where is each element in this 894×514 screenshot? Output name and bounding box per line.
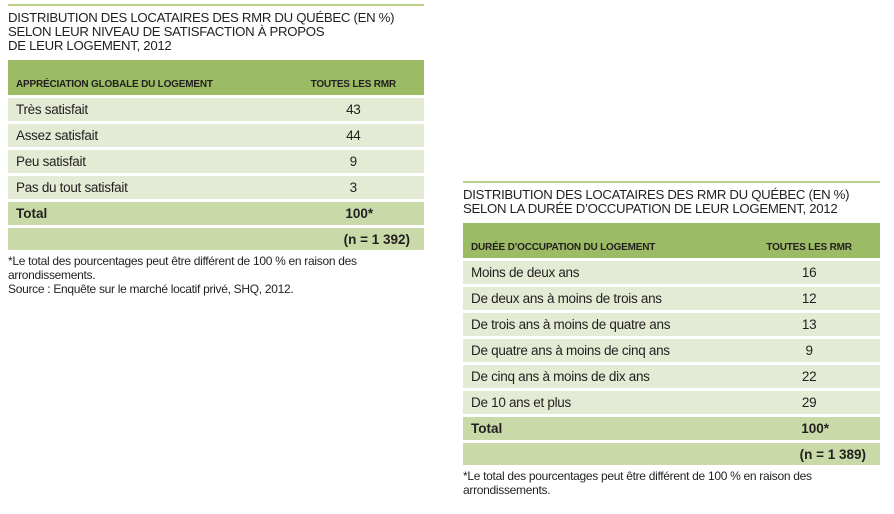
occupancy-table-block: Distribution des locataires des RMR du Q…: [463, 181, 880, 497]
column-header: TOUTES LES RMR: [738, 223, 880, 258]
row-label: Assez satisfait: [8, 121, 283, 147]
title-line: selon la durée d’occupation de leur loge…: [463, 201, 838, 216]
top-rule: [463, 181, 880, 183]
table-row: De 10 ans et plus 29: [463, 388, 880, 414]
row-value: 44: [282, 121, 424, 147]
satisfaction-table-block: Distribution des locataires des RMR du Q…: [8, 4, 424, 296]
title-line: Distribution des locataires des RMR du Q…: [463, 187, 850, 202]
source: Source : Enquête sur le marché locatif p…: [8, 282, 294, 296]
sample-size-row: (n = 1 389): [463, 440, 880, 465]
row-label: De 10 ans et plus: [463, 388, 739, 414]
top-rule: [8, 4, 424, 6]
row-value: 16: [738, 258, 880, 284]
row-label: Moins de deux ans: [463, 258, 739, 284]
row-value: 9: [282, 147, 424, 173]
occupancy-table: DURÉE D’OCCUPATION DU LOGEMENT TOUTES LE…: [463, 223, 880, 465]
row-value: 12: [738, 284, 880, 310]
total-label: Total: [8, 199, 283, 225]
empty-cell: [463, 440, 739, 465]
total-value: 100*: [282, 199, 424, 225]
table-header: DURÉE D’OCCUPATION DU LOGEMENT TOUTES LE…: [463, 223, 880, 258]
title-line: Distribution des locataires des RMR du Q…: [8, 10, 395, 25]
table-row: De trois ans à moins de quatre ans 13: [463, 310, 880, 336]
table-header: APPRÉCIATION GLOBALE DU LOGEMENT TOUTES …: [8, 60, 424, 95]
row-label: De trois ans à moins de quatre ans: [463, 310, 739, 336]
table-row: Moins de deux ans 16: [463, 258, 880, 284]
row-value: 9: [738, 336, 880, 362]
row-value: 22: [738, 362, 880, 388]
title-line: de leur logement, 2012: [8, 38, 172, 53]
total-row: Total 100*: [463, 414, 880, 440]
row-label: Pas du tout satisfait: [8, 173, 283, 199]
table-row: De cinq ans à moins de dix ans 22: [463, 362, 880, 388]
table-row: Très satisfait 43: [8, 95, 424, 121]
table-row: Pas du tout satisfait 3: [8, 173, 424, 199]
table1-title: Distribution des locataires des RMR du Q…: [8, 11, 424, 53]
table2-notes: *Le total des pourcentages peut être dif…: [463, 469, 880, 497]
table1-notes: *Le total des pourcentages peut être dif…: [8, 254, 424, 296]
table-row: De deux ans à moins de trois ans 12: [463, 284, 880, 310]
row-label: Peu satisfait: [8, 147, 283, 173]
total-row: Total 100*: [8, 199, 424, 225]
table2-title: Distribution des locataires des RMR du Q…: [463, 188, 880, 216]
row-value: 3: [282, 173, 424, 199]
row-value: 13: [738, 310, 880, 336]
row-value: 29: [738, 388, 880, 414]
footnote: *Le total des pourcentages peut être dif…: [8, 254, 357, 282]
table-row: Assez satisfait 44: [8, 121, 424, 147]
column-header: APPRÉCIATION GLOBALE DU LOGEMENT: [8, 60, 283, 95]
table-row: De quatre ans à moins de cinq ans 9: [463, 336, 880, 362]
table-row: Peu satisfait 9: [8, 147, 424, 173]
total-label: Total: [463, 414, 739, 440]
row-label: Très satisfait: [8, 95, 283, 121]
row-value: 43: [282, 95, 424, 121]
satisfaction-table: APPRÉCIATION GLOBALE DU LOGEMENT TOUTES …: [8, 60, 424, 250]
row-label: De deux ans à moins de trois ans: [463, 284, 739, 310]
title-line: selon leur niveau de satisfaction à prop…: [8, 24, 325, 39]
sample-size: (n = 1 392): [282, 225, 424, 250]
sample-size: (n = 1 389): [738, 440, 880, 465]
empty-cell: [8, 225, 283, 250]
sample-size-row: (n = 1 392): [8, 225, 424, 250]
row-label: De quatre ans à moins de cinq ans: [463, 336, 739, 362]
row-label: De cinq ans à moins de dix ans: [463, 362, 739, 388]
column-header: DURÉE D’OCCUPATION DU LOGEMENT: [463, 223, 739, 258]
footnote: *Le total des pourcentages peut être dif…: [463, 469, 812, 497]
total-value: 100*: [738, 414, 880, 440]
column-header: TOUTES LES RMR: [282, 60, 424, 95]
